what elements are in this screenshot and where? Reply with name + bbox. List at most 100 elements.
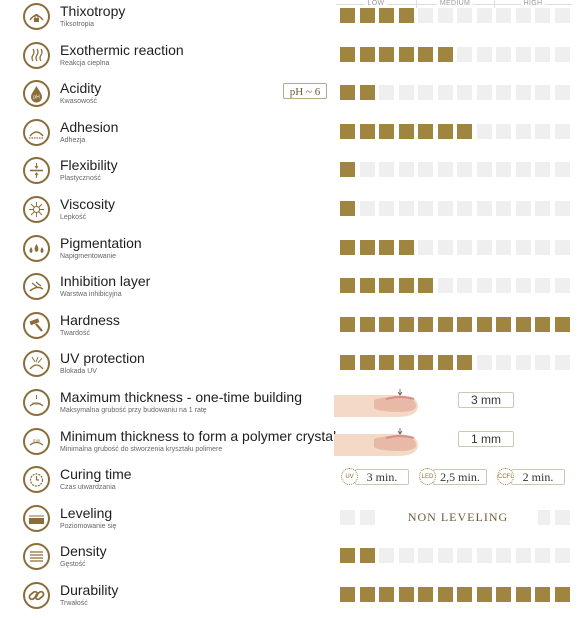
rating-square (496, 548, 511, 564)
lamp-type-icon: LED (419, 468, 436, 486)
rating-square (535, 239, 550, 255)
rating-square (457, 46, 472, 62)
rating-square (515, 548, 531, 564)
fingernail-illustration (334, 386, 424, 420)
rating-square (340, 355, 355, 371)
rating-scale (340, 548, 572, 564)
property-subtitle: Blokada UV (60, 368, 97, 376)
rating-square (535, 355, 550, 371)
adhesion-icon (23, 118, 50, 146)
property-row: pH Acidity Kwasowość pH ~ 6 (0, 77, 588, 116)
rating-scale (340, 201, 572, 217)
rating-square (554, 123, 570, 139)
rating-square (496, 355, 511, 371)
rating-square (398, 201, 414, 216)
rating-square (398, 587, 414, 602)
hammer-icon (23, 311, 50, 339)
scale-divider (494, 0, 495, 8)
rating-square (515, 316, 531, 332)
rating-square (359, 278, 375, 294)
rating-square (359, 85, 375, 101)
rating-square (535, 46, 550, 62)
rating-square (340, 123, 355, 139)
property-row: UV protection Blokada UV (0, 347, 588, 386)
rating-square (359, 239, 375, 255)
rating-square (359, 355, 375, 371)
chain-link-icon (23, 582, 50, 609)
rating-square (535, 316, 550, 332)
property-title: Curing time (60, 466, 132, 483)
property-title: Viscosity (60, 196, 115, 212)
rating-square (437, 162, 453, 178)
rating-square (379, 162, 394, 178)
rating-square (476, 355, 492, 371)
property-row: min Minimum thickness to form a polymer c… (0, 425, 588, 464)
rating-square (340, 8, 355, 23)
rating-square (359, 316, 375, 332)
rating-square (554, 239, 570, 255)
rating-scale (340, 162, 572, 178)
rating-square (418, 123, 433, 139)
rating-square (457, 316, 472, 332)
rating-square (554, 587, 570, 602)
rating-square (340, 201, 355, 216)
rating-scale (340, 587, 572, 603)
property-row: Inhibition layer Warstwa inhibicyjna (0, 270, 588, 309)
rating-square (476, 548, 492, 564)
scale-medium-label: MEDIUM (416, 0, 494, 8)
rating-square (418, 201, 433, 216)
curing-time-value: 2 min. (511, 469, 565, 486)
fingernail-illustration (334, 425, 424, 459)
rating-square (515, 355, 531, 371)
rating-square (340, 548, 355, 564)
property-subtitle: Reakcja cieplna (60, 59, 110, 67)
rating-square (476, 123, 492, 139)
rating-square (476, 46, 492, 62)
flexibility-icon (23, 157, 50, 185)
rating-square (340, 85, 355, 101)
rating-square (457, 8, 472, 23)
property-title: Adhesion (60, 118, 119, 135)
rating-square (437, 8, 453, 23)
rating-scale (340, 85, 572, 101)
rating-square (496, 239, 511, 255)
rating-square (535, 548, 550, 564)
property-row: Thixotropy Tiksotropia (0, 0, 588, 39)
rating-square (457, 239, 472, 255)
rating-square (554, 355, 570, 371)
rating-square (437, 123, 453, 139)
rating-square (379, 46, 394, 62)
rating-scale (340, 316, 572, 333)
rating-square (398, 85, 414, 101)
rating-square (476, 162, 492, 178)
uv-protection-icon (23, 350, 50, 378)
rating-square (535, 278, 550, 294)
rating-square (554, 162, 570, 178)
rating-square (554, 85, 570, 101)
property-title: Flexibility (60, 157, 118, 174)
property-row: Curing time Czas utwardzania 3 min. UV 2,5 m… (0, 463, 588, 502)
rating-square (457, 123, 472, 139)
svg-text:max: max (32, 401, 41, 406)
svg-text:pH: pH (33, 95, 40, 101)
rating-square (379, 239, 394, 255)
rating-square (476, 85, 492, 101)
rating-square (554, 316, 570, 332)
property-title: Maximum thickness - one-time building (60, 389, 302, 405)
rating-square (535, 8, 550, 23)
rating-square (476, 239, 492, 255)
pigment-drops-icon (23, 234, 50, 262)
property-subtitle: Plastyczność (60, 175, 101, 183)
rating-square (496, 587, 511, 602)
rating-square (379, 123, 394, 139)
property-row: Density Gęstość (0, 540, 588, 579)
thixotropy-icon (23, 3, 50, 30)
rating-square (535, 162, 550, 178)
lamp-type-icon: CCFL (497, 468, 514, 486)
rating-square (554, 278, 570, 294)
property-title: Hardness (60, 311, 120, 328)
property-title: Leveling (60, 504, 113, 521)
rating-square (437, 85, 453, 101)
rating-square (340, 162, 355, 178)
rating-square (554, 509, 570, 525)
